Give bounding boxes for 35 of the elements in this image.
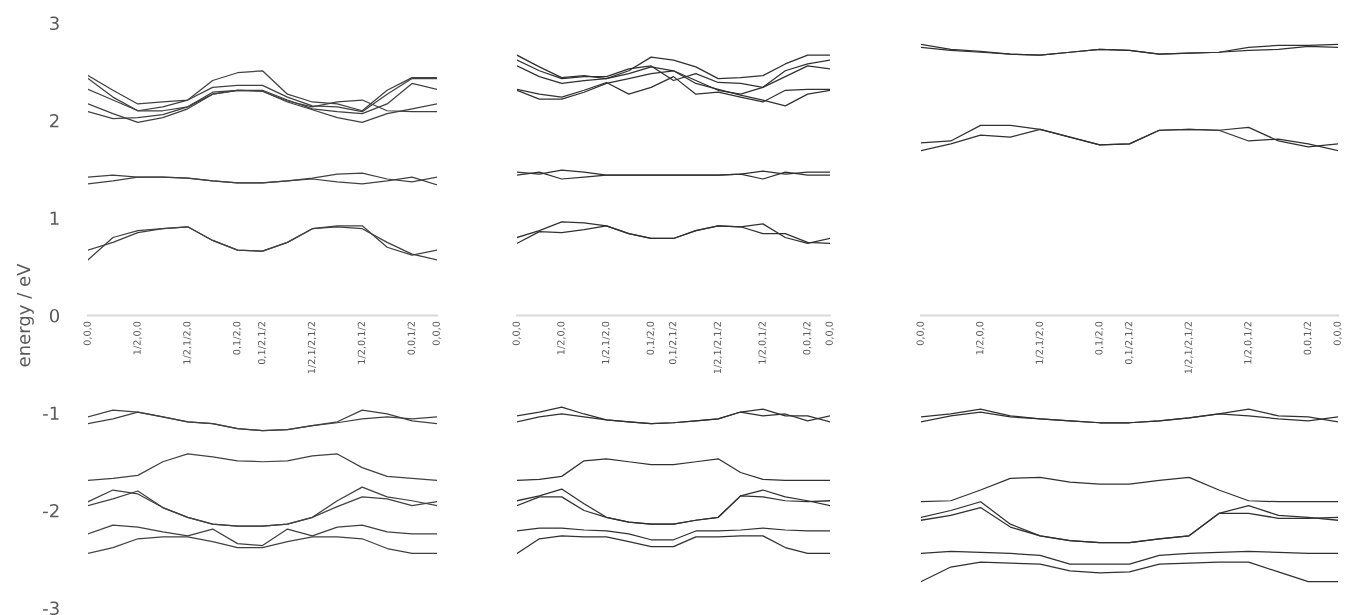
- x-tick-label: 1/2,1/2,0: [1035, 321, 1044, 364]
- x-tick-label: 0,0,0: [825, 321, 834, 346]
- y-tick-label: 2: [50, 113, 59, 128]
- x-tick-label: 1/2,0,1/2: [1244, 322, 1253, 364]
- x-tick-label: 0,0,0: [83, 321, 92, 346]
- x-tick-label: 0,0,0: [512, 321, 521, 346]
- x-tick-label: 1/2,1/2,0: [183, 321, 192, 364]
- y-tick-label: 1: [50, 211, 59, 225]
- x-tick-label: 0,0,0: [1333, 321, 1342, 346]
- x-tick-label: 0,0,1/2: [803, 322, 812, 355]
- x-tick-label: 1/2,0,0: [976, 321, 985, 355]
- x-tick-label: 1/2,0,1/2: [758, 322, 767, 364]
- x-tick-label: 1/2,1/2,0: [601, 321, 611, 364]
- x-tick-label: 1/2,1/2,1/2: [307, 322, 317, 374]
- y-axis-title: energy / eV: [16, 263, 34, 367]
- x-tick-label: 0,1/2,0: [233, 321, 242, 355]
- x-tick-label: 0,1/2,0: [646, 321, 655, 355]
- x-tick-label: 1/2,1/2,1/2: [1184, 322, 1193, 374]
- x-tick-label: 1/2,1/2,1/2: [713, 322, 723, 374]
- y-tick-label: -3: [43, 601, 59, 615]
- x-tick-label: 1/2,0,0: [133, 321, 142, 355]
- x-tick-label: 0,1/2,1/2: [668, 322, 678, 365]
- x-tick-label: 0,0,1/2: [407, 322, 416, 355]
- x-tick-label: 0,1/2,1/2: [257, 322, 267, 365]
- y-tick-label: -2: [43, 503, 59, 518]
- y-tick-label: -1: [43, 406, 59, 420]
- x-tick-label: 0,0,0: [916, 321, 925, 346]
- y-tick-label: 3: [50, 16, 59, 31]
- x-tick-label: 1/2,0,1/2: [357, 322, 367, 364]
- x-tick-label: 0,1/2,0: [1095, 321, 1104, 355]
- x-tick-label: 0,1/2,1/2: [1124, 322, 1134, 365]
- x-tick-label: 0,0,1/2: [1303, 322, 1313, 355]
- y-tick-label: 0: [49, 308, 60, 323]
- x-tick-label: 0,0,0: [432, 321, 441, 346]
- x-tick-label: 1/2,0,0: [557, 321, 566, 355]
